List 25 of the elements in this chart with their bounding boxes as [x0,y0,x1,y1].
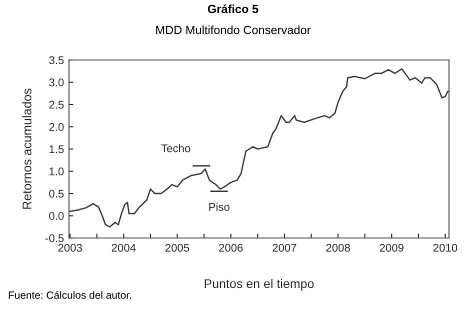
y-tick-label: -0.5 [45,234,64,242]
y-axis-title: Retornos acumulados [22,88,32,209]
y-tick-label: 3.5 [49,56,64,64]
x-tick-label: 2010 [433,244,458,252]
x-tick-label: 2009 [380,244,404,252]
x-axis-title: Puntos en el tiempo [204,278,314,291]
x-tick-label: 2006 [219,244,243,252]
y-tick-label: 3.0 [49,78,64,86]
y-tick-label: 1.0 [50,168,64,176]
annotation: Techo [161,144,190,152]
chart-title: Gráfico 5 [208,4,258,14]
y-tick-label: 0.0 [49,212,64,220]
x-tick-label: 2008 [326,244,350,252]
chart-subtitle: MDD Multifondo Conservador [156,26,311,34]
x-tick-label: 2003 [58,244,82,252]
x-tick-label: 2007 [272,244,296,252]
source-note: Fuente: Cálculos del autor. [8,291,131,299]
y-tick-label: 0.5 [49,190,64,198]
x-tick-label: 2004 [112,244,136,252]
annotation: Piso [209,202,230,211]
y-tick-label: 2.5 [49,100,64,109]
y-tick-label: 1.5 [50,145,64,154]
y-tick-label: 2.0 [49,123,64,131]
x-tick-label: 2005 [165,244,190,252]
line-series [69,68,449,228]
